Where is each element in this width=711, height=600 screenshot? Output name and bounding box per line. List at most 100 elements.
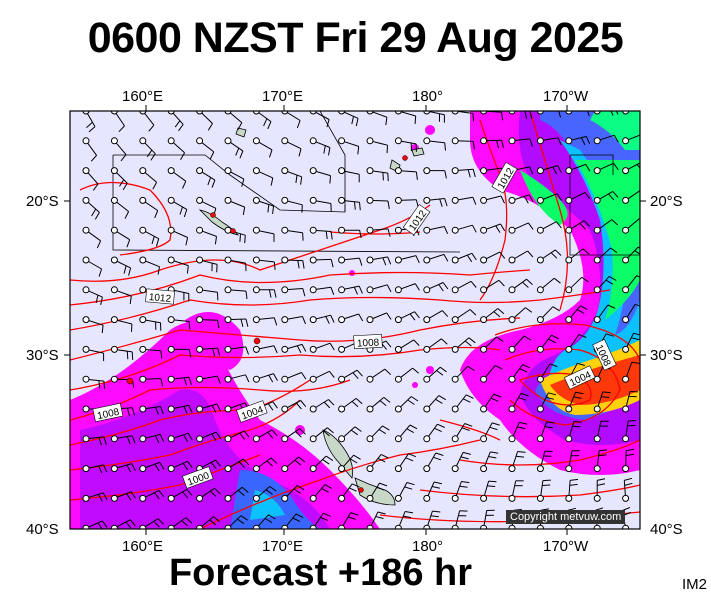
wind-barb-feather	[329, 342, 335, 351]
station-dot	[451, 196, 459, 204]
wind-barb-feather	[472, 141, 475, 150]
station-dot	[110, 226, 118, 234]
station-dot	[536, 111, 544, 115]
station-dot	[394, 286, 402, 294]
wind-barb-feather	[573, 396, 582, 399]
wind-barb-feather	[431, 486, 441, 489]
wind-barb-feather	[215, 459, 221, 467]
station-dot	[309, 494, 317, 502]
station-dot	[423, 494, 431, 502]
station-dot	[139, 111, 147, 115]
wind-barb-feather	[386, 312, 392, 320]
wind-barb-feather	[295, 174, 298, 184]
wind-barb-feather	[527, 250, 534, 258]
wind-barb-feather	[382, 425, 390, 431]
wind-barb-feather	[160, 406, 164, 415]
wind-barb-feather	[613, 163, 619, 171]
station-dot	[423, 316, 431, 324]
station-dot	[480, 196, 488, 204]
station-dot	[338, 405, 346, 413]
wind-barb-feather	[586, 111, 590, 117]
wind-barb-feather	[101, 520, 108, 528]
station-dot	[394, 345, 402, 353]
station-dot	[252, 316, 260, 324]
station-dot	[167, 316, 175, 324]
station-dot	[622, 196, 630, 204]
wind-barb-feather	[461, 427, 470, 431]
wind-barb-feather	[549, 363, 558, 368]
station-dot	[167, 524, 175, 529]
region-boundaries	[112, 111, 640, 256]
wind-barb-feather	[375, 516, 384, 519]
station-dot	[536, 286, 544, 294]
station-dot	[110, 256, 118, 264]
wind-barb-feather	[103, 381, 106, 390]
wind-barb-feather	[355, 398, 363, 405]
wind-barb-feather	[469, 309, 477, 316]
wind-barb-feather	[146, 149, 153, 158]
station-dot	[451, 465, 459, 473]
wind-barb-feather	[438, 395, 447, 401]
station-dot	[536, 316, 544, 324]
station-dot	[593, 196, 601, 204]
station-dot	[480, 226, 488, 234]
station-dot	[167, 494, 175, 502]
wind-barb-feather	[348, 487, 357, 492]
station-dot	[593, 226, 601, 234]
station-dot	[338, 375, 346, 383]
wind-barb-feather	[181, 520, 188, 527]
station-dot	[252, 375, 260, 383]
station-dot	[82, 316, 90, 324]
station-dot	[139, 167, 147, 175]
station-dot	[309, 137, 317, 145]
station-dot	[508, 345, 516, 353]
station-dot	[196, 524, 204, 529]
station-dot	[309, 256, 317, 264]
station-dot	[366, 111, 374, 115]
wind-barb-feather	[323, 401, 331, 409]
wind-barb-feather	[241, 486, 249, 493]
wind-barb-feather	[358, 285, 363, 294]
wind-barb-feather	[498, 279, 505, 287]
station-dot	[622, 137, 630, 145]
wind-barb-feather	[239, 432, 245, 440]
wind-barb-feather	[460, 456, 469, 460]
wind-barb-feather	[323, 145, 326, 154]
station-dot	[224, 375, 232, 383]
station-dot	[252, 435, 260, 443]
wind-barb-feather	[242, 207, 246, 216]
wind-barb-feather	[491, 422, 500, 426]
wind-barb-feather	[123, 265, 127, 274]
station-dot	[366, 316, 374, 324]
station-dot	[338, 167, 346, 175]
wind-barb-feather	[214, 236, 217, 245]
wind-barb-feather	[207, 123, 213, 131]
station-dot	[281, 256, 289, 264]
wind-barb-feather	[555, 221, 562, 229]
wind-barb-feather	[379, 400, 387, 406]
station-dot	[281, 465, 289, 473]
station-dot	[366, 167, 374, 175]
wind-barb-feather	[183, 406, 188, 414]
isobar-label-4: 1008	[357, 337, 380, 349]
wind-barb-feather	[405, 457, 414, 462]
wind-barb-feather	[584, 192, 591, 200]
wind-barb-feather	[358, 313, 364, 322]
wind-barb-feather	[466, 394, 474, 399]
wind-barb-feather	[264, 518, 273, 524]
station-dot	[536, 435, 544, 443]
wind-barb-feather	[354, 201, 356, 210]
wind-barb-feather	[186, 489, 193, 496]
station-dot	[622, 524, 630, 529]
station-dot	[338, 435, 346, 443]
station-dot	[281, 435, 289, 443]
wind-barb-feather	[100, 296, 103, 306]
station-dot	[139, 196, 147, 204]
wind-barb-feather	[408, 453, 417, 458]
wind-barb-feather	[98, 268, 103, 277]
station-dot	[394, 167, 402, 175]
station-dot	[423, 256, 431, 264]
wind-barb-feather	[129, 519, 136, 527]
wind-barb-feather	[641, 190, 647, 196]
wind-barb-feather	[628, 420, 637, 422]
